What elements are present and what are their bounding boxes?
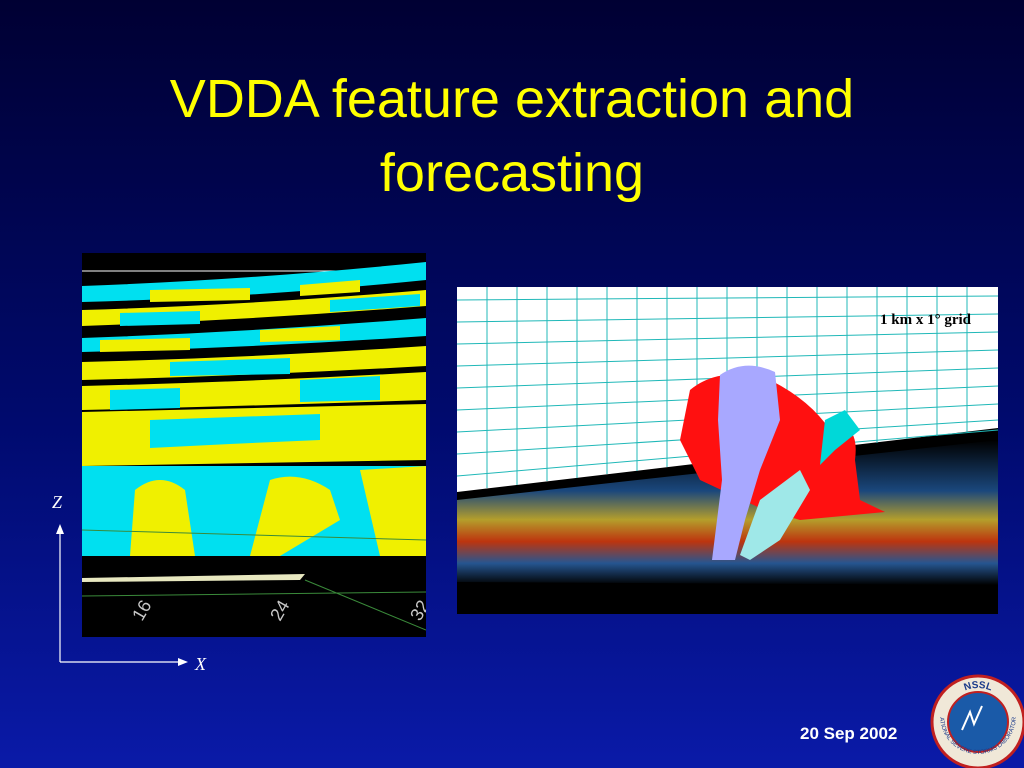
left-image: 16 24 32 xyxy=(82,253,433,637)
grid-annotation: 1 km x 1° grid xyxy=(880,312,972,328)
axis-arrows xyxy=(56,524,188,666)
slide-date: 20 Sep 2002 xyxy=(800,724,898,743)
slide-title: VDDA feature extraction and forecasting xyxy=(169,69,855,203)
tick-label: 32 xyxy=(406,597,433,624)
z-axis-label: Z xyxy=(52,492,63,512)
x-axis-label: X xyxy=(194,654,207,674)
right-image: 1 km x 1° grid xyxy=(456,287,999,614)
